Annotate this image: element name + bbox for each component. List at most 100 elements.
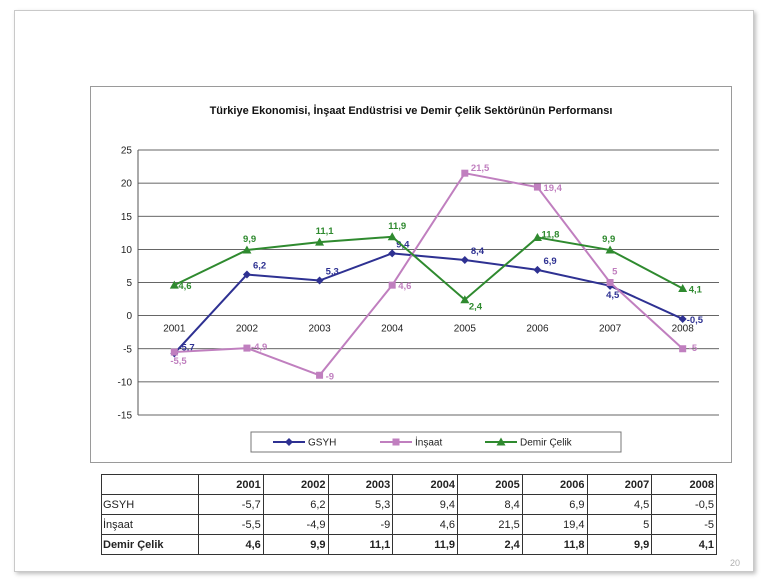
data-point — [242, 270, 251, 279]
legend-label: GSYH — [308, 438, 336, 449]
table-cell: 21,5 — [457, 514, 523, 535]
data-label: 21,5 — [471, 163, 490, 174]
y-tick-label: 0 — [126, 311, 132, 322]
legend-marker — [285, 438, 293, 446]
table-cell: 6,9 — [521, 494, 588, 515]
data-label: -4,9 — [251, 342, 267, 353]
table-header-cell: 2006 — [521, 474, 588, 495]
data-label: 6,2 — [253, 261, 266, 272]
x-tick-label: 2002 — [236, 324, 259, 335]
data-point — [678, 283, 688, 292]
table-cell: 2,4 — [457, 534, 523, 555]
table-header-row: 2001 2002 2003 2004 2005 2006 2007 2008 — [101, 474, 717, 495]
y-tick-label: -5 — [123, 344, 132, 355]
data-label: 4,5 — [606, 290, 620, 301]
table-header-cell: 2005 — [457, 474, 523, 495]
data-label: -5,5 — [170, 356, 187, 367]
data-label: 11,1 — [316, 226, 335, 237]
data-point — [388, 281, 396, 289]
chart-area: Türkiye Ekonomisi, İnşaat Endüstrisi ve … — [90, 86, 732, 463]
table-header-cell: 2003 — [327, 474, 394, 495]
data-label: -0,5 — [687, 315, 704, 326]
data-label: -5 — [689, 343, 698, 354]
data-label: 9,9 — [243, 234, 256, 245]
data-label: 4,1 — [689, 284, 703, 295]
row-label: İnşaat — [101, 514, 199, 535]
table-cell: 11,9 — [392, 534, 458, 555]
x-tick-label: 2007 — [599, 324, 622, 335]
data-label: 4,6 — [178, 281, 191, 292]
table-cell: -5,5 — [198, 514, 264, 535]
series-line — [173, 235, 684, 302]
x-tick-label: 2004 — [381, 324, 404, 335]
table-header-cell: 2002 — [262, 474, 329, 495]
data-point — [606, 279, 614, 286]
legend-label: İnşaat — [415, 436, 442, 449]
data-label: 5,3 — [326, 267, 339, 278]
data-label: -5,7 — [178, 342, 194, 353]
page-number: 20 — [730, 558, 741, 568]
data-label: 2,4 — [469, 302, 483, 313]
data-point — [533, 183, 541, 191]
y-tick-label: 10 — [121, 245, 133, 256]
y-tick-label: -15 — [118, 411, 133, 422]
data-point — [315, 237, 325, 246]
slide: Türkiye Ekonomisi, İnşaat Endüstrisi ve … — [14, 10, 754, 572]
table-cell: 5 — [586, 514, 653, 535]
data-label: 11,8 — [541, 229, 559, 240]
line-chart: Türkiye Ekonomisi, İnşaat Endüstrisi ve … — [118, 104, 719, 453]
row-label: GSYH — [101, 494, 199, 515]
data-point — [243, 344, 251, 352]
legend-label: Demir Çelik — [520, 438, 573, 449]
table-cell: 4,1 — [651, 534, 717, 555]
y-tick-label: 5 — [126, 278, 132, 289]
table-header-cell: 2008 — [651, 474, 717, 495]
table-header-cell: 2007 — [586, 474, 653, 495]
data-point — [460, 255, 469, 264]
data-point — [461, 169, 469, 177]
table-cell: 4,6 — [392, 514, 458, 535]
table-cell: 11,8 — [521, 534, 588, 555]
data-label: -9 — [326, 371, 334, 382]
table-cell: -5,7 — [198, 494, 264, 515]
table-header-cell — [101, 474, 199, 495]
data-table: 2001 2002 2003 2004 2005 2006 2007 2008 … — [101, 474, 717, 555]
table-cell: 9,4 — [392, 494, 458, 515]
table-cell: -0,5 — [651, 494, 717, 515]
legend — [250, 431, 622, 453]
y-tick-label: 25 — [121, 146, 133, 157]
x-tick-label: 2005 — [454, 324, 477, 335]
data-label: 19,4 — [543, 183, 562, 194]
table-cell: -4,9 — [262, 514, 329, 535]
data-label: 6,9 — [543, 256, 556, 267]
x-tick-label: 2006 — [526, 324, 549, 335]
table-cell: -9 — [327, 514, 394, 535]
data-label: 11,9 — [388, 221, 406, 232]
data-point — [532, 232, 542, 241]
y-tick-label: -10 — [118, 377, 133, 388]
table-cell: 6,2 — [262, 494, 329, 515]
table-row: İnşaat -5,5 -4,9 -9 4,6 21,5 19,4 5 -5 — [101, 514, 717, 535]
table-cell: 4,5 — [586, 494, 653, 515]
data-point — [169, 280, 179, 289]
table-cell: -5 — [651, 514, 717, 535]
table-header-cell: 2004 — [392, 474, 458, 495]
table-row: Demir Çelik 4,6 9,9 11,1 11,9 2,4 11,8 9… — [101, 534, 717, 555]
table-row: GSYH -5,7 6,2 5,3 9,4 8,4 6,9 4,5 -0,5 — [101, 494, 717, 515]
series-line — [173, 252, 684, 355]
y-tick-label: 15 — [121, 212, 133, 223]
data-point — [460, 295, 470, 304]
x-tick-label: 2003 — [308, 324, 331, 335]
table-cell: 9,9 — [586, 534, 653, 555]
data-point — [679, 345, 687, 353]
data-point — [316, 371, 324, 379]
data-label: 9,4 — [396, 239, 410, 250]
y-tick-label: 20 — [121, 179, 133, 190]
data-label: 8,4 — [471, 246, 485, 257]
data-point — [170, 348, 178, 356]
data-point — [678, 314, 687, 323]
table-cell: 9,9 — [262, 534, 329, 555]
data-label: 5 — [612, 267, 618, 278]
data-point — [388, 249, 397, 258]
table-cell: 4,6 — [198, 534, 264, 555]
